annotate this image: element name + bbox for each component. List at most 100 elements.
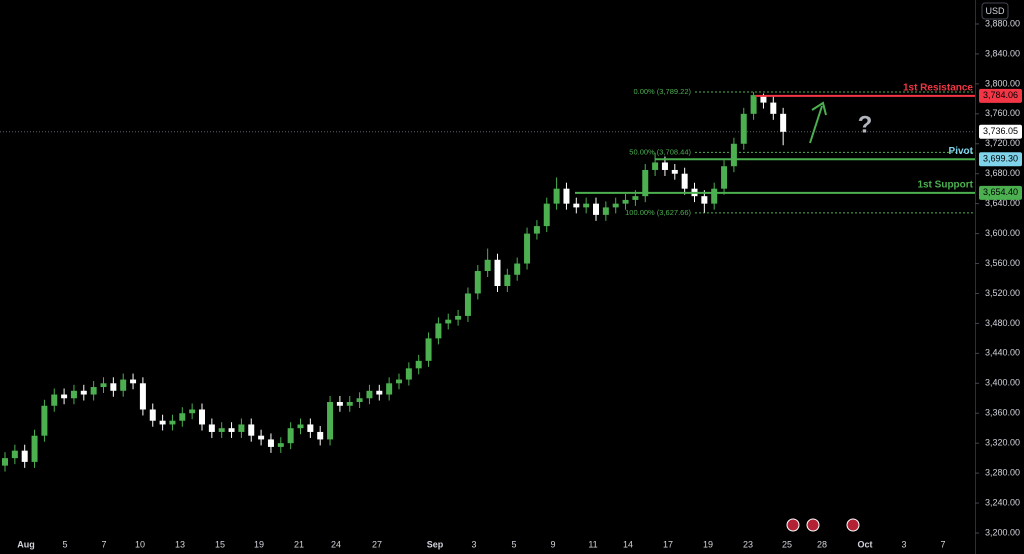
arrow-head [811, 101, 827, 116]
candle-body [80, 390, 87, 395]
candle-body [474, 271, 481, 294]
candle-body [612, 203, 619, 208]
event-icon[interactable] [786, 518, 800, 532]
price-tag-label: 3,736.05 [983, 126, 1018, 136]
x-tick-label: Oct [857, 539, 872, 549]
price-tag [979, 185, 1022, 200]
candle-body [31, 435, 38, 462]
candle-body [701, 196, 708, 204]
candle-body [504, 274, 511, 286]
level-name: Pivot [949, 146, 974, 157]
candle-body [563, 188, 570, 204]
candle-body [661, 162, 668, 170]
x-tick-label: 10 [135, 539, 145, 549]
candle-body [149, 409, 156, 421]
candle-body [199, 409, 205, 425]
candle-body [130, 379, 137, 384]
candle-body [514, 263, 521, 275]
candle-body [51, 394, 58, 406]
fib-label: 50.00% (3,708.44) [629, 147, 691, 156]
y-tick-label: 3,600.00 [985, 228, 1020, 238]
candle-body [307, 424, 314, 432]
price-tag [979, 124, 1022, 139]
y-tick-label: 3,560.00 [985, 258, 1020, 268]
candle-body [346, 402, 353, 406]
candle-body [632, 196, 639, 200]
event-icon[interactable] [846, 518, 860, 532]
candle-body [484, 259, 491, 272]
x-tick-label: 3 [901, 539, 906, 549]
candle-body [90, 387, 97, 395]
x-tick-label: 3 [471, 539, 476, 549]
candle-body [336, 402, 343, 406]
x-tick-label: 19 [254, 539, 264, 549]
candle-body [573, 203, 580, 208]
x-tick-label: 24 [331, 539, 341, 549]
y-tick-label: 3,720.00 [985, 138, 1020, 148]
candle-body [238, 424, 245, 432]
y-tick-label: 3,680.00 [985, 168, 1020, 178]
x-tick-label: 5 [62, 539, 67, 549]
arrow-shaft [809, 105, 823, 144]
candle-body [169, 420, 176, 425]
fib-label: 0.00% (3,789.22) [633, 87, 691, 96]
fib-label: 100.00% (3,627.66) [625, 208, 691, 217]
candle-body [405, 368, 412, 380]
currency-label: USD [985, 6, 1005, 16]
price-tag [979, 88, 1022, 103]
price-tag-label: 3,784.06 [983, 90, 1018, 100]
event-icon[interactable] [806, 518, 820, 532]
y-tick-label: 3,280.00 [985, 467, 1020, 477]
candle-body [159, 420, 166, 425]
candle-body [622, 199, 629, 204]
x-tick-label: Aug [17, 539, 35, 549]
candle-body [750, 95, 757, 114]
candle-body [267, 439, 274, 447]
candle-body [70, 390, 77, 399]
candle-body [11, 450, 18, 459]
candle-body [366, 390, 373, 399]
x-tick-label: 13 [175, 539, 185, 549]
candle-body [524, 233, 531, 264]
candle-body [770, 102, 777, 114]
x-tick-label: 17 [663, 539, 673, 549]
candle-body [179, 413, 186, 421]
candle-body [730, 143, 737, 167]
currency-box[interactable] [981, 2, 1009, 20]
level-name: 1st Resistance [903, 82, 973, 93]
candle-body [533, 226, 540, 234]
y-tick-label: 3,880.00 [985, 18, 1020, 28]
y-tick-label: 3,520.00 [985, 288, 1020, 298]
y-tick-label: 3,640.00 [985, 198, 1020, 208]
x-tick-label: 28 [817, 539, 827, 549]
x-tick-label: 7 [940, 539, 945, 549]
candle-body [218, 428, 225, 432]
candle-body [681, 173, 688, 189]
candle-body [2, 458, 8, 466]
price-tag-label: 3,654.40 [983, 187, 1018, 197]
candle-body [583, 203, 590, 208]
candle-body [248, 424, 255, 436]
x-tick-label: 19 [703, 539, 713, 549]
candle-body [277, 443, 284, 447]
y-tick-label: 3,200.00 [985, 527, 1020, 537]
price-tag-label: 3,699.30 [983, 154, 1018, 164]
candle-body [386, 383, 393, 395]
x-tick-label: 11 [588, 539, 597, 549]
candle-body [61, 394, 68, 399]
candle-body [415, 360, 422, 369]
candle-body [740, 113, 747, 144]
candle-body [780, 113, 787, 132]
candle-body [356, 398, 363, 403]
question-mark: ? [858, 111, 873, 138]
x-tick-label: 7 [101, 539, 106, 549]
candle-body [208, 424, 215, 432]
candle-body [327, 402, 334, 440]
x-tick-label: 9 [550, 539, 555, 549]
candle-body [553, 188, 560, 204]
candle-body [317, 431, 324, 440]
price-tag [979, 152, 1022, 167]
candle-body [602, 207, 609, 215]
y-tick-label: 3,440.00 [985, 348, 1020, 358]
